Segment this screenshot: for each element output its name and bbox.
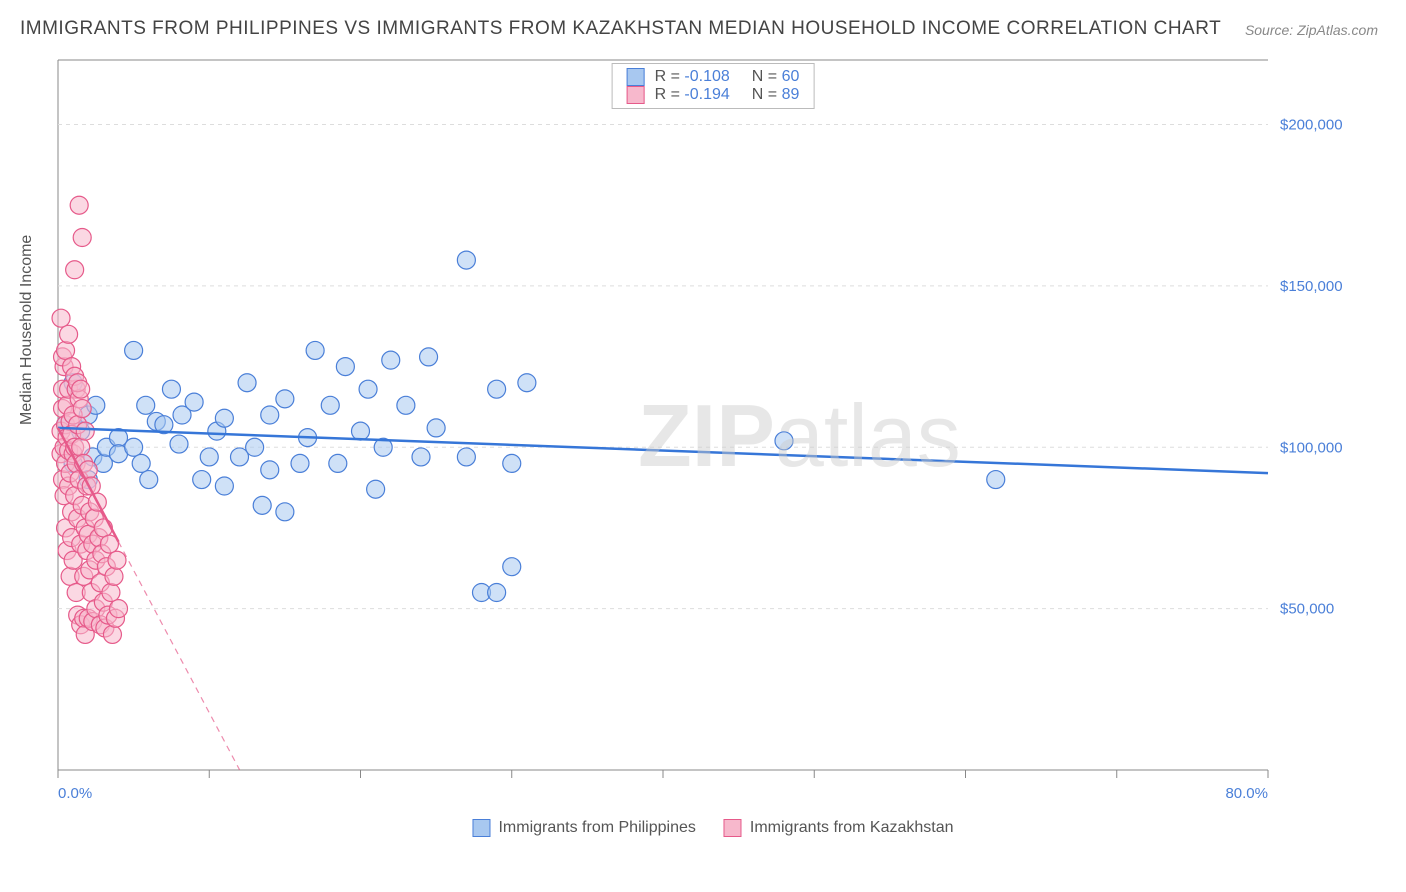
chart-title: IMMIGRANTS FROM PHILIPPINES VS IMMIGRANT… [20,18,1221,40]
y-axis-label: Median Household Income [18,235,36,425]
scatter-plot: $50,000 $100,000 $150,000 $200,000 0.0% 80.0% [48,55,1358,835]
svg-text:$50,000: $50,000 [1280,601,1334,618]
legend-correlation-row: R = -0.194 N = 89 [627,86,800,104]
chart-area: Median Household Income $50,000$100,000$… [48,55,1378,835]
svg-text:$150,000: $150,000 [1280,278,1343,295]
legend-series: Immigrants from Philippines Immigrants fr… [472,819,953,837]
source-label: Source: ZipAtlas.com [1245,22,1378,38]
legend-correlation-row: R = -0.108 N = 60 [627,68,800,86]
legend-series-item: Immigrants from Kazakhstan [724,819,954,837]
legend-series-item: Immigrants from Philippines [472,819,695,837]
legend-correlation: R = -0.108 N = 60 R = -0.194 N = 89 [612,63,815,109]
svg-text:0.0%: 0.0% [58,785,92,802]
svg-text:80.0%: 80.0% [1225,785,1268,802]
svg-text:$200,000: $200,000 [1280,117,1343,134]
svg-text:$100,000: $100,000 [1280,439,1343,456]
